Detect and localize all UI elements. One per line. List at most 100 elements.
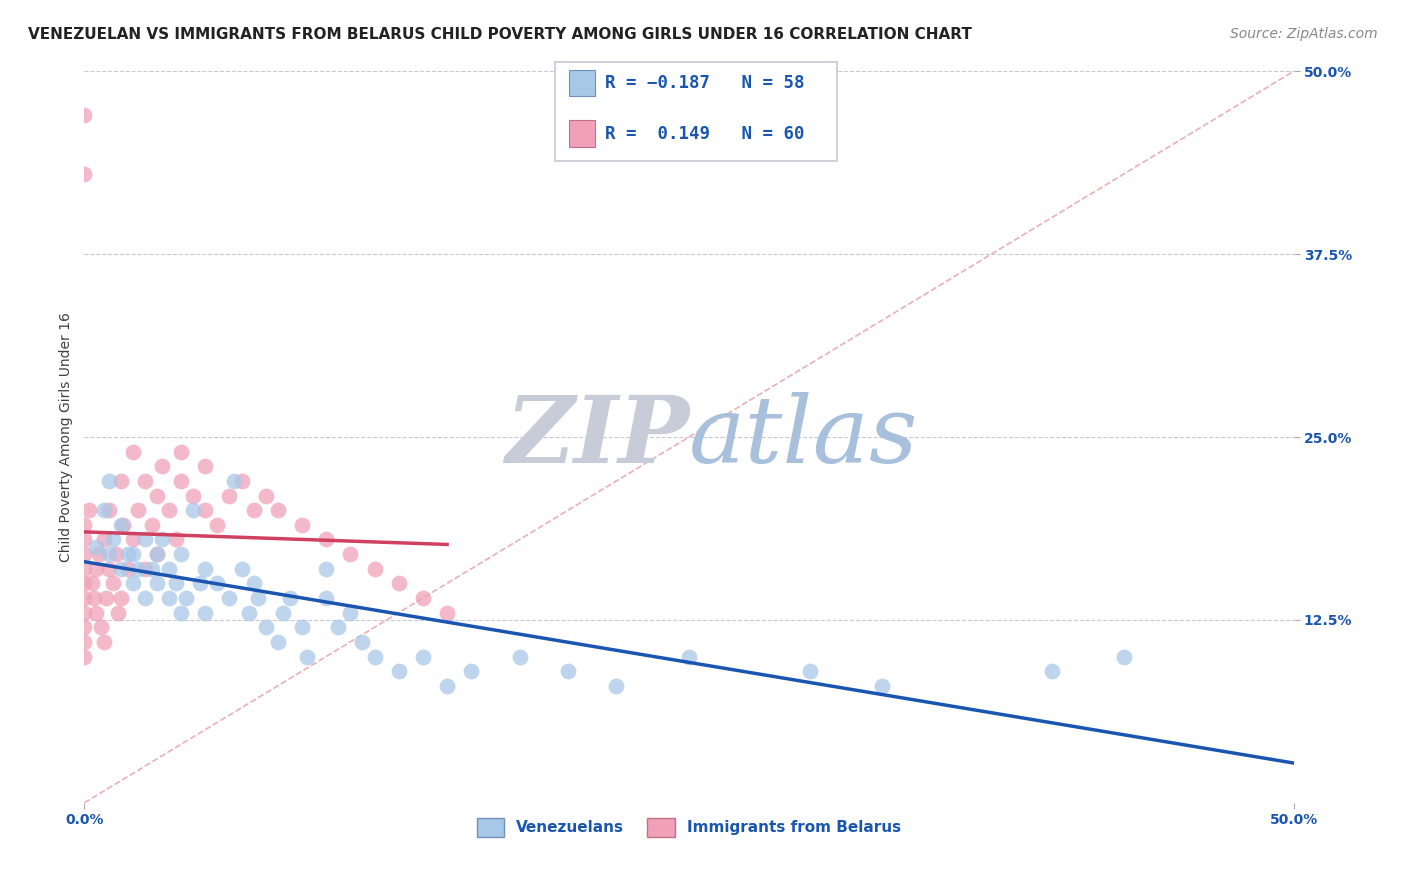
Point xyxy=(97,474,120,488)
Point xyxy=(110,562,132,576)
Point xyxy=(73,562,96,576)
Point xyxy=(190,576,212,591)
Point xyxy=(97,547,120,561)
Point xyxy=(157,562,180,576)
Point xyxy=(254,620,277,634)
Text: Source: ZipAtlas.com: Source: ZipAtlas.com xyxy=(1230,27,1378,41)
Point xyxy=(315,591,337,605)
Point xyxy=(271,606,294,620)
Point xyxy=(110,474,132,488)
Point xyxy=(363,562,385,576)
Point xyxy=(278,591,301,605)
Point xyxy=(194,459,217,474)
Point xyxy=(254,489,277,503)
Point xyxy=(218,489,240,503)
Point xyxy=(90,620,112,634)
Point xyxy=(315,562,337,576)
Point xyxy=(117,562,139,576)
Point xyxy=(146,576,169,591)
Point xyxy=(412,591,434,605)
Point xyxy=(1040,664,1063,678)
Point xyxy=(73,547,96,561)
Point xyxy=(194,503,217,517)
Point xyxy=(157,591,180,605)
Point xyxy=(170,547,193,561)
Point xyxy=(872,679,894,693)
Point xyxy=(150,533,173,547)
Point xyxy=(238,606,260,620)
Point xyxy=(134,562,156,576)
Point xyxy=(87,547,110,561)
Point xyxy=(1114,649,1136,664)
Point xyxy=(121,576,143,591)
Point xyxy=(112,517,135,532)
Point xyxy=(121,444,143,458)
Point xyxy=(73,635,96,649)
Point xyxy=(86,540,108,554)
Point xyxy=(170,444,193,458)
Point xyxy=(103,533,125,547)
Point xyxy=(134,591,156,605)
Point xyxy=(799,664,821,678)
Point xyxy=(73,108,96,122)
Legend: Venezuelans, Immigrants from Belarus: Venezuelans, Immigrants from Belarus xyxy=(471,812,907,843)
Point xyxy=(141,562,163,576)
Point xyxy=(291,620,314,634)
Point xyxy=(73,591,96,605)
Point xyxy=(194,606,217,620)
Point xyxy=(170,474,193,488)
Point xyxy=(103,576,125,591)
Point xyxy=(127,562,149,576)
Point xyxy=(339,606,361,620)
Point xyxy=(86,562,108,576)
Point xyxy=(117,547,139,561)
Point xyxy=(678,649,700,664)
Point xyxy=(134,533,156,547)
Point xyxy=(77,503,100,517)
Point xyxy=(104,547,127,561)
Point xyxy=(97,503,120,517)
Point xyxy=(165,576,187,591)
Point xyxy=(121,533,143,547)
Point xyxy=(352,635,374,649)
Point xyxy=(110,591,132,605)
Point xyxy=(207,517,229,532)
Point xyxy=(231,562,253,576)
Point xyxy=(73,620,96,634)
Point xyxy=(436,606,458,620)
Point xyxy=(181,489,204,503)
Point xyxy=(242,503,264,517)
Text: VENEZUELAN VS IMMIGRANTS FROM BELARUS CHILD POVERTY AMONG GIRLS UNDER 16 CORRELA: VENEZUELAN VS IMMIGRANTS FROM BELARUS CH… xyxy=(28,27,972,42)
Point xyxy=(121,547,143,561)
Point xyxy=(388,576,411,591)
Point xyxy=(73,517,96,532)
Point xyxy=(207,576,229,591)
Point xyxy=(93,635,115,649)
Point xyxy=(194,562,217,576)
Point xyxy=(134,474,156,488)
Point xyxy=(73,533,96,547)
Point xyxy=(436,679,458,693)
Text: R = −0.187   N = 58: R = −0.187 N = 58 xyxy=(605,74,804,92)
Point xyxy=(231,474,253,488)
Point xyxy=(146,547,169,561)
Point xyxy=(460,664,482,678)
Point xyxy=(363,649,385,664)
Point xyxy=(170,606,193,620)
Point xyxy=(224,474,246,488)
Point xyxy=(242,576,264,591)
Point xyxy=(388,664,411,678)
Point xyxy=(80,576,103,591)
Point xyxy=(412,649,434,664)
Point xyxy=(94,591,117,605)
Point xyxy=(218,591,240,605)
Point xyxy=(141,517,163,532)
Point xyxy=(328,620,350,634)
Point xyxy=(93,503,115,517)
Point xyxy=(86,606,108,620)
Point xyxy=(165,533,187,547)
Point xyxy=(73,167,96,181)
Point xyxy=(509,649,531,664)
Point xyxy=(315,533,337,547)
Point xyxy=(146,489,169,503)
